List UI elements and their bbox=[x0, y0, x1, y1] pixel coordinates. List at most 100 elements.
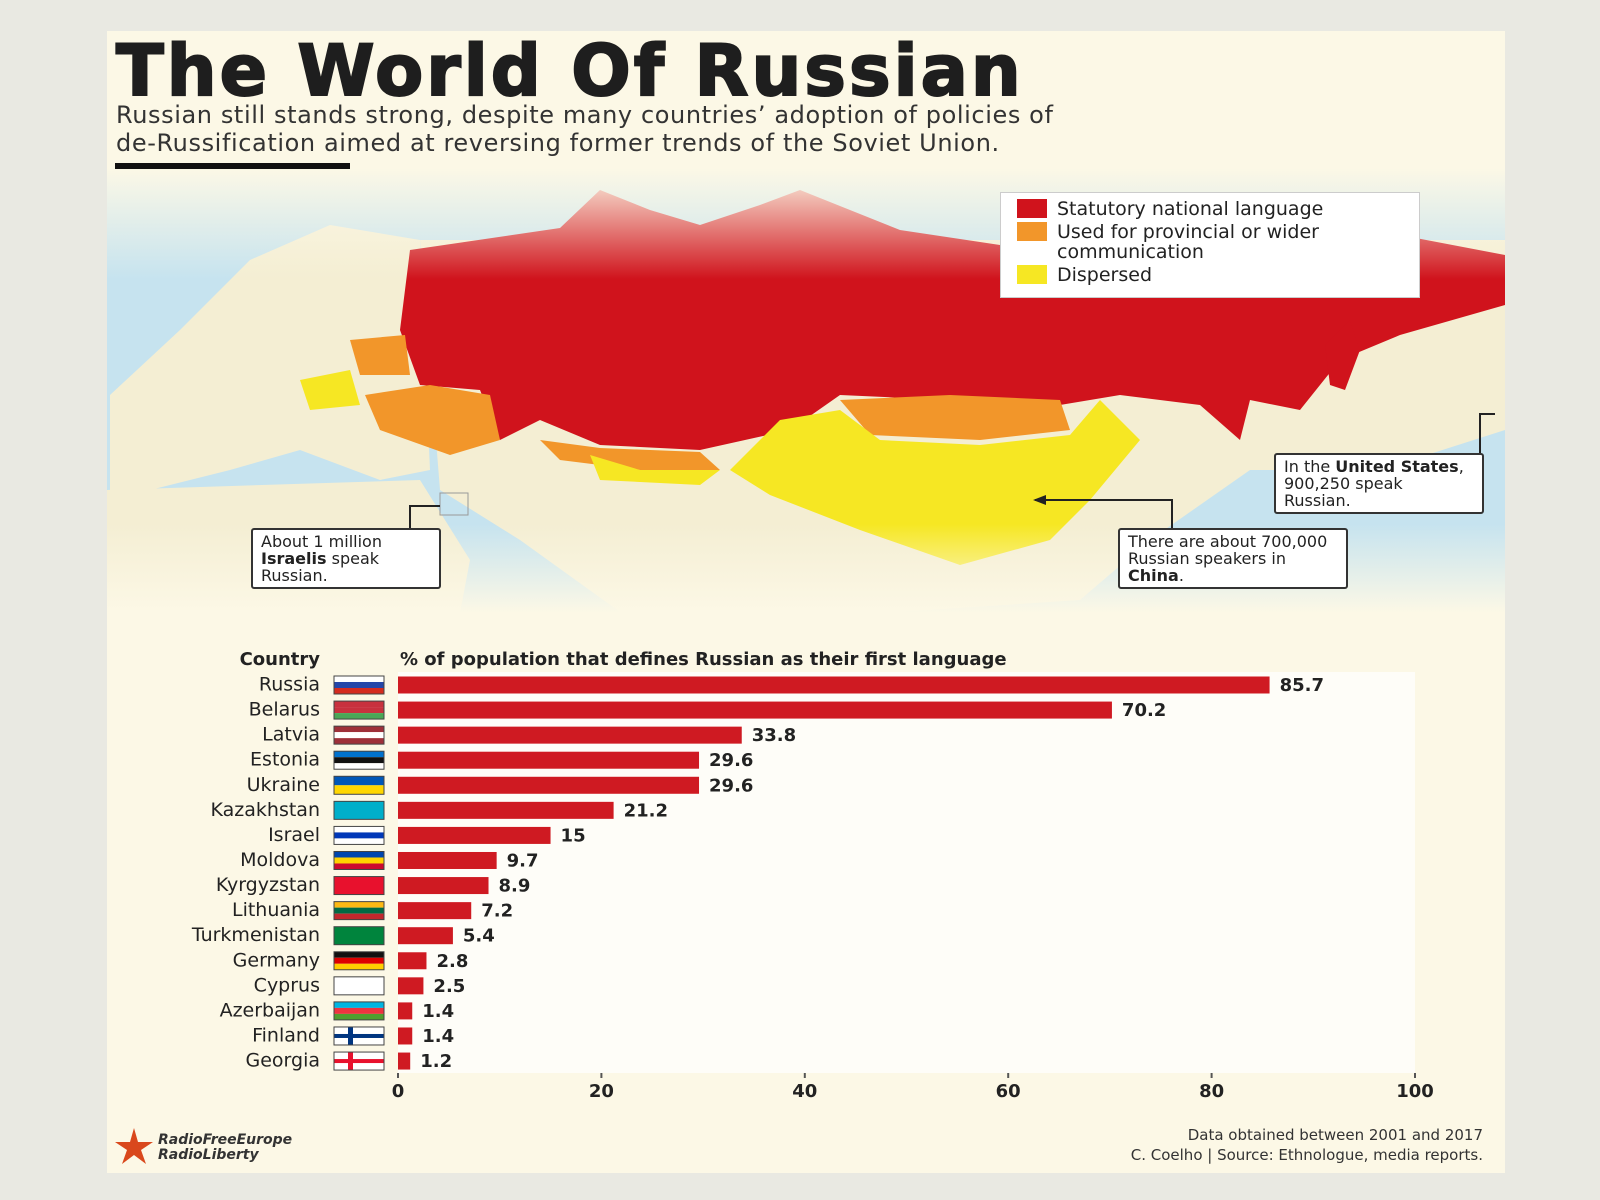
israel-marker bbox=[439, 492, 469, 516]
value-label: 1.2 bbox=[420, 1051, 452, 1072]
flag-stripe bbox=[334, 907, 384, 914]
flag bbox=[333, 876, 385, 896]
category-label: Moldova bbox=[240, 849, 320, 871]
bar bbox=[398, 1052, 411, 1070]
flag-stripe bbox=[334, 913, 384, 920]
bar bbox=[398, 726, 742, 744]
flag-border bbox=[333, 1001, 385, 1021]
flag-stripe bbox=[334, 763, 384, 770]
bar bbox=[398, 751, 700, 769]
flag-stripe bbox=[334, 951, 384, 958]
bar bbox=[398, 851, 497, 869]
flag bbox=[333, 725, 385, 745]
legend-label: Dispersed bbox=[1057, 264, 1153, 286]
flag-border bbox=[333, 775, 385, 795]
category-label: Cyprus bbox=[254, 974, 320, 996]
flag bbox=[333, 825, 385, 845]
flag-border bbox=[333, 876, 385, 896]
value-header: % of population that defines Russian as … bbox=[400, 649, 1007, 670]
category-label: Georgia bbox=[246, 1050, 321, 1072]
annotation-text: About 1 million bbox=[261, 532, 382, 551]
flag-stripe bbox=[334, 751, 384, 758]
flag-stripe bbox=[334, 732, 384, 739]
value-label: 21.2 bbox=[624, 800, 668, 821]
category-label: Turkmenistan bbox=[191, 924, 320, 946]
value-label: 33.8 bbox=[752, 725, 796, 746]
flag-stripe bbox=[334, 976, 384, 995]
flag-stripe bbox=[334, 738, 384, 745]
flag bbox=[333, 901, 385, 921]
annotation-text: There are about 700,000 Russian speakers… bbox=[1128, 532, 1328, 568]
bar bbox=[398, 676, 1270, 694]
x-tick-label: 40 bbox=[792, 1081, 817, 1102]
flag-border bbox=[333, 1051, 385, 1071]
category-label: Germany bbox=[233, 949, 320, 971]
legend-label: Used for provincial or wider communicati… bbox=[1057, 221, 1319, 263]
flag-stripe bbox=[334, 1013, 384, 1020]
flag-border bbox=[333, 825, 385, 845]
legend-entry: Used for provincial or wider communicati… bbox=[1017, 222, 1403, 262]
flag-stripe bbox=[334, 832, 384, 839]
value-label: 70.2 bbox=[1122, 700, 1166, 721]
bar bbox=[398, 952, 427, 970]
flag bbox=[333, 750, 385, 770]
category-label: Russia bbox=[259, 674, 320, 696]
flag-stripe bbox=[334, 726, 384, 733]
flag bbox=[333, 700, 385, 720]
flag-stripe bbox=[334, 707, 384, 714]
x-tick-label: 80 bbox=[1199, 1081, 1224, 1102]
value-label: 29.6 bbox=[709, 775, 753, 796]
title-rule bbox=[115, 163, 350, 169]
flag-stripe bbox=[334, 776, 384, 786]
flag-stripe bbox=[334, 838, 384, 845]
pointer bbox=[1479, 413, 1495, 460]
category-header: Country bbox=[240, 649, 321, 670]
flag bbox=[333, 775, 385, 795]
x-tick-label: 20 bbox=[589, 1081, 614, 1102]
logo: RadioFreeEurope RadioLiberty bbox=[158, 1133, 292, 1163]
bar bbox=[398, 826, 551, 844]
annotation: There are about 700,000 Russian speakers… bbox=[1118, 528, 1348, 589]
flag bbox=[333, 951, 385, 971]
annotation-text: speak Russian. bbox=[261, 549, 380, 585]
category-label: Belarus bbox=[249, 699, 320, 721]
category-label: Lithuania bbox=[232, 899, 320, 921]
flag-border bbox=[333, 1026, 385, 1046]
category-label: Azerbaijan bbox=[220, 999, 320, 1021]
subtitle: de-Russification aimed at reversing form… bbox=[116, 129, 1000, 157]
flag-stripe bbox=[334, 1007, 384, 1014]
value-label: 9.7 bbox=[507, 850, 539, 871]
legend-label: Statutory national language bbox=[1057, 198, 1324, 220]
x-tick-label: 60 bbox=[996, 1081, 1021, 1102]
flag-border bbox=[333, 926, 385, 946]
flag-border bbox=[333, 725, 385, 745]
title: The World Of Russian bbox=[115, 29, 1024, 113]
flag-stripe bbox=[334, 701, 384, 708]
category-label: Finland bbox=[252, 1024, 320, 1046]
bar bbox=[398, 877, 489, 895]
flag-stripe bbox=[334, 757, 384, 764]
flag bbox=[333, 850, 385, 870]
subtitle: Russian still stands strong, despite man… bbox=[116, 101, 1054, 129]
value-label: 2.8 bbox=[436, 951, 468, 972]
flag-stripe bbox=[334, 851, 384, 858]
flag-stripe bbox=[334, 863, 384, 870]
bar bbox=[398, 801, 614, 819]
flag-cross bbox=[334, 1033, 384, 1038]
value-label: 1.4 bbox=[422, 1026, 454, 1047]
annotation-text: China bbox=[1128, 566, 1179, 585]
bar bbox=[398, 927, 453, 945]
pointer bbox=[1035, 499, 1173, 528]
annotation-text: United States bbox=[1335, 457, 1459, 476]
flag bbox=[333, 976, 385, 996]
logo-icon bbox=[115, 1128, 153, 1164]
category-label: Estonia bbox=[250, 749, 320, 771]
logo-star bbox=[115, 1128, 153, 1164]
flag-stripe bbox=[334, 688, 384, 694]
flag bbox=[333, 1051, 385, 1071]
legend-swatch bbox=[1017, 222, 1047, 241]
value-label: 1.4 bbox=[422, 1001, 454, 1022]
flag-stripe bbox=[334, 926, 384, 945]
legend-swatch bbox=[1017, 199, 1047, 218]
